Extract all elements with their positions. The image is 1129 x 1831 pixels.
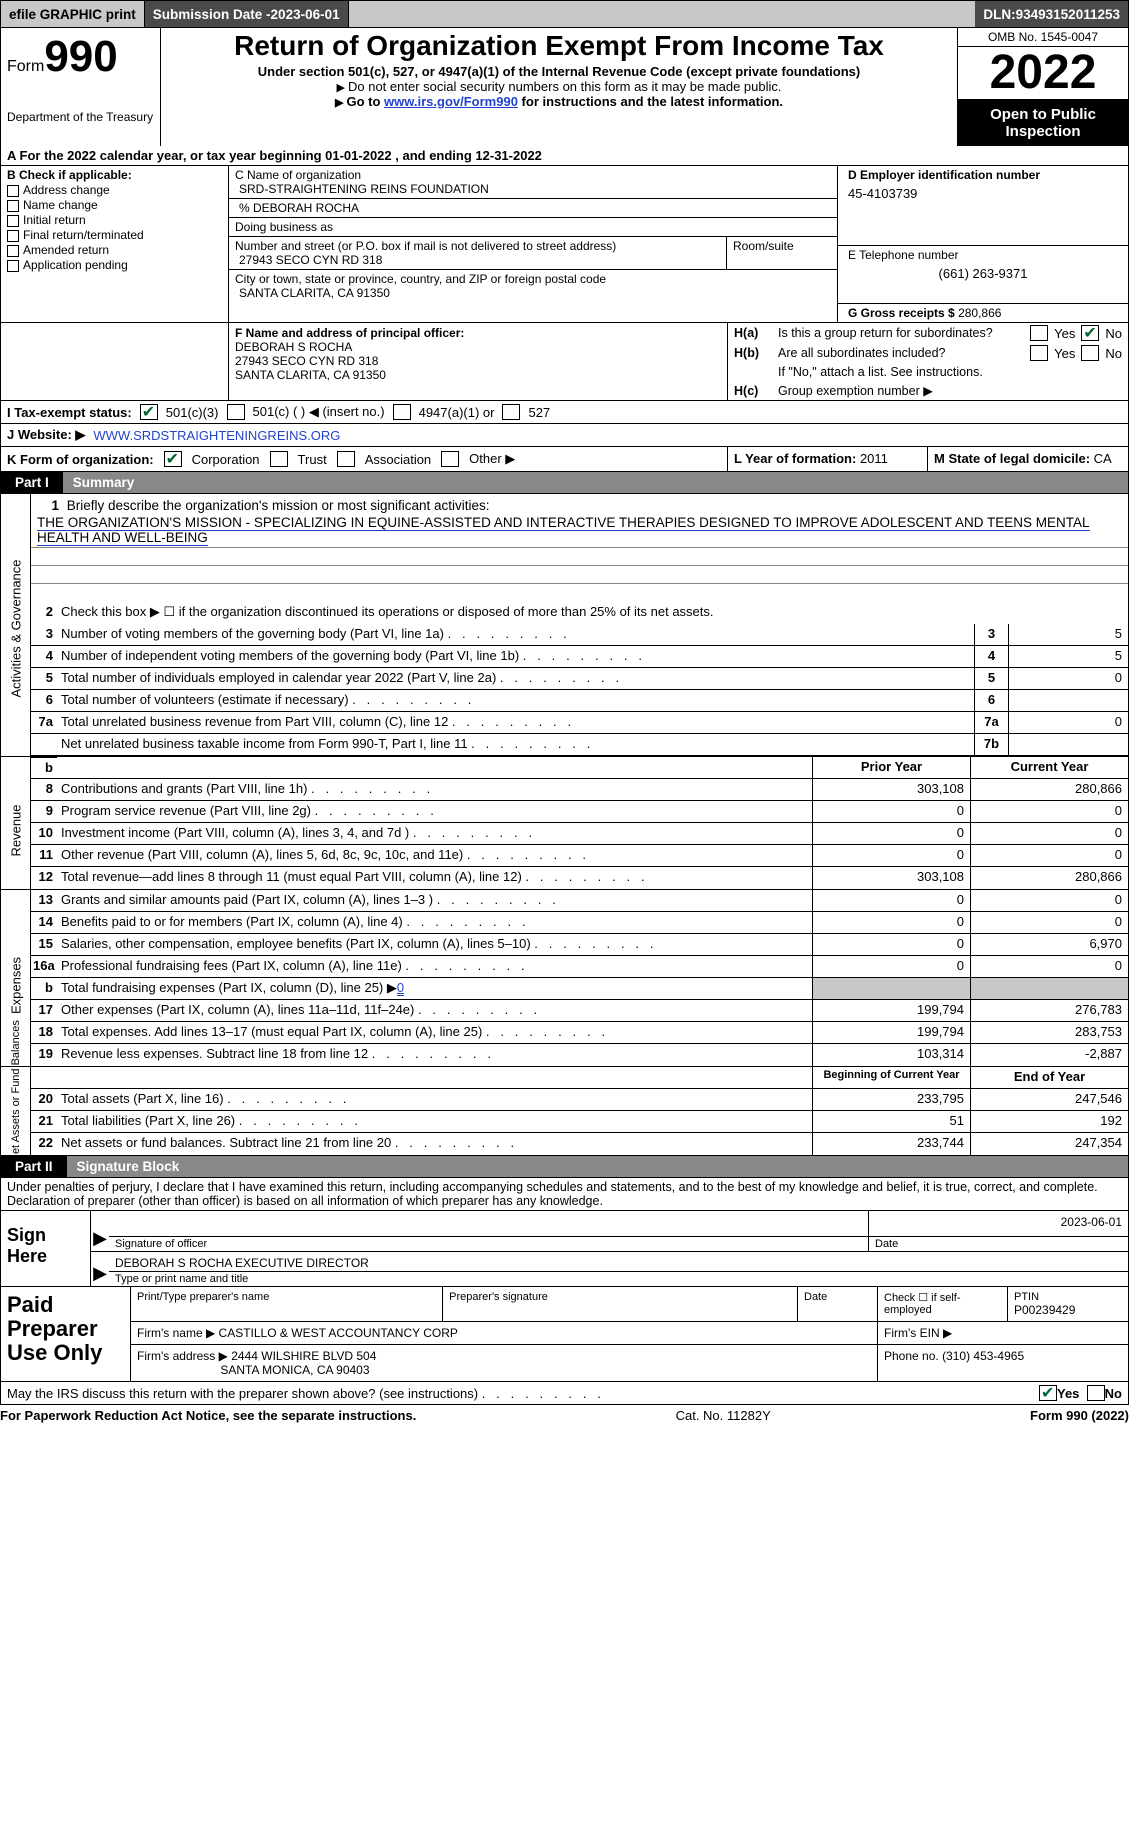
part-1-header: Part I Summary: [0, 472, 1129, 494]
ein-value: 45-4103739: [848, 186, 1118, 201]
dln: DLN: 93493152011253: [975, 1, 1128, 27]
trust-checkbox[interactable]: [270, 451, 288, 467]
form-of-org-row: K Form of organization: Corporation Trus…: [0, 447, 1129, 472]
fundraising-total: 0: [397, 980, 404, 996]
subtitle-2: Do not enter social security numbers on …: [167, 79, 951, 94]
care-of: % DEBORAH ROCHA: [239, 201, 359, 215]
sign-arrow-icon: ▶: [91, 1252, 109, 1286]
officer-group-block: F Name and address of principal officer:…: [0, 323, 1129, 401]
tax-status-row: I Tax-exempt status: 501(c)(3) 501(c) ( …: [0, 401, 1129, 424]
year-formation: 2011: [860, 451, 888, 466]
officer-name-title: DEBORAH S ROCHA EXECUTIVE DIRECTOR: [109, 1252, 1128, 1272]
501c-checkbox[interactable]: [227, 404, 245, 420]
net-assets-section: Net Assets or Fund Balances Beginning of…: [0, 1067, 1129, 1156]
submission-date: Submission Date - 2023-06-01: [145, 1, 349, 27]
hb-yes-checkbox[interactable]: [1030, 345, 1048, 361]
omb-number: OMB No. 1545-0047: [958, 28, 1128, 47]
org-name: SRD-STRAIGHTENING REINS FOUNDATION: [239, 182, 489, 196]
mission-text: THE ORGANIZATION'S MISSION - SPECIALIZIN…: [37, 515, 1090, 546]
ha-no-checkbox[interactable]: [1081, 325, 1099, 341]
check-if-applicable: B Check if applicable: Address change Na…: [1, 166, 229, 322]
website-link[interactable]: WWW.SRDSTRAIGHTENINGREINS.ORG: [93, 428, 340, 443]
firm-address: 2444 WILSHIRE BLVD 504: [231, 1349, 376, 1363]
org-info-block: B Check if applicable: Address change Na…: [0, 166, 1129, 323]
hb-no-checkbox[interactable]: [1081, 345, 1099, 361]
ptin-value: P00239429: [1014, 1303, 1122, 1317]
other-checkbox[interactable]: [441, 451, 459, 467]
527-checkbox[interactable]: [502, 404, 520, 420]
street-address: 27943 SECO CYN RD 318: [239, 253, 382, 267]
revenue-section: Revenue b Prior Year Current Year 8Contr…: [0, 757, 1129, 890]
dept-treasury: Department of the Treasury: [7, 110, 154, 124]
checkbox-app-pending[interactable]: [7, 260, 19, 272]
checkbox-initial-return[interactable]: [7, 215, 19, 227]
form-title: Return of Organization Exempt From Incom…: [167, 30, 951, 62]
governance-section: Activities & Governance 1 Briefly descri…: [0, 494, 1129, 757]
irs-gov-link[interactable]: www.irs.gov/Form990: [384, 94, 518, 109]
subtitle-3: Go to www.irs.gov/Form990 for instructio…: [167, 94, 951, 109]
phone-value: (661) 263-9371: [848, 266, 1118, 281]
checkbox-name-change[interactable]: [7, 200, 19, 212]
firm-name: CASTILLO & WEST ACCOUNTANCY CORP: [219, 1326, 458, 1340]
part-2-header: Part II Signature Block: [0, 1156, 1129, 1178]
4947-checkbox[interactable]: [393, 404, 411, 420]
sign-arrow-icon: ▶: [91, 1211, 109, 1251]
ha-yes-checkbox[interactable]: [1030, 325, 1048, 341]
state-domicile: CA: [1094, 451, 1112, 466]
name-address-block: C Name of organizationSRD-STRAIGHTENING …: [229, 166, 838, 322]
gross-receipts: 280,866: [958, 306, 1001, 320]
form-header: Form990 Department of the Treasury Inter…: [0, 28, 1129, 146]
corp-checkbox[interactable]: [164, 451, 182, 467]
sign-date: 2023-06-01: [869, 1211, 1128, 1237]
assoc-checkbox[interactable]: [337, 451, 355, 467]
efile-label: efile GRAPHIC print: [1, 1, 145, 27]
checkbox-final-return[interactable]: [7, 230, 19, 242]
discuss-no-checkbox[interactable]: [1087, 1385, 1105, 1401]
perjury-statement: Under penalties of perjury, I declare th…: [1, 1178, 1128, 1211]
preparer-phone: (310) 453-4965: [942, 1349, 1024, 1363]
501c3-checkbox[interactable]: [140, 404, 158, 420]
discuss-yes-checkbox[interactable]: [1039, 1385, 1057, 1401]
page-footer: For Paperwork Reduction Act Notice, see …: [0, 1405, 1129, 1426]
signature-block: Under penalties of perjury, I declare th…: [0, 1178, 1129, 1287]
subtitle-1: Under section 501(c), 527, or 4947(a)(1)…: [167, 64, 951, 79]
website-row: J Website: ▶ WWW.SRDSTRAIGHTENINGREINS.O…: [0, 424, 1129, 447]
open-inspection: Open to Public Inspection: [958, 100, 1128, 146]
form-number: Form990: [7, 32, 154, 82]
top-bar: efile GRAPHIC print Submission Date - 20…: [0, 0, 1129, 28]
tax-year: 2022: [958, 47, 1128, 100]
officer-name: DEBORAH S ROCHA: [235, 340, 352, 354]
city-state-zip: SANTA CLARITA, CA 91350: [239, 286, 390, 300]
paid-preparer-block: Paid Preparer Use Only Print/Type prepar…: [0, 1287, 1129, 1382]
irs-discuss-row: May the IRS discuss this return with the…: [0, 1382, 1129, 1405]
expenses-section: Expenses 13Grants and similar amounts pa…: [0, 890, 1129, 1067]
checkbox-amended[interactable]: [7, 245, 19, 257]
calendar-year-line: A For the 2022 calendar year, or tax yea…: [0, 146, 1129, 166]
checkbox-address-change[interactable]: [7, 185, 19, 197]
ein-phone-block: D Employer identification number45-41037…: [838, 166, 1128, 322]
